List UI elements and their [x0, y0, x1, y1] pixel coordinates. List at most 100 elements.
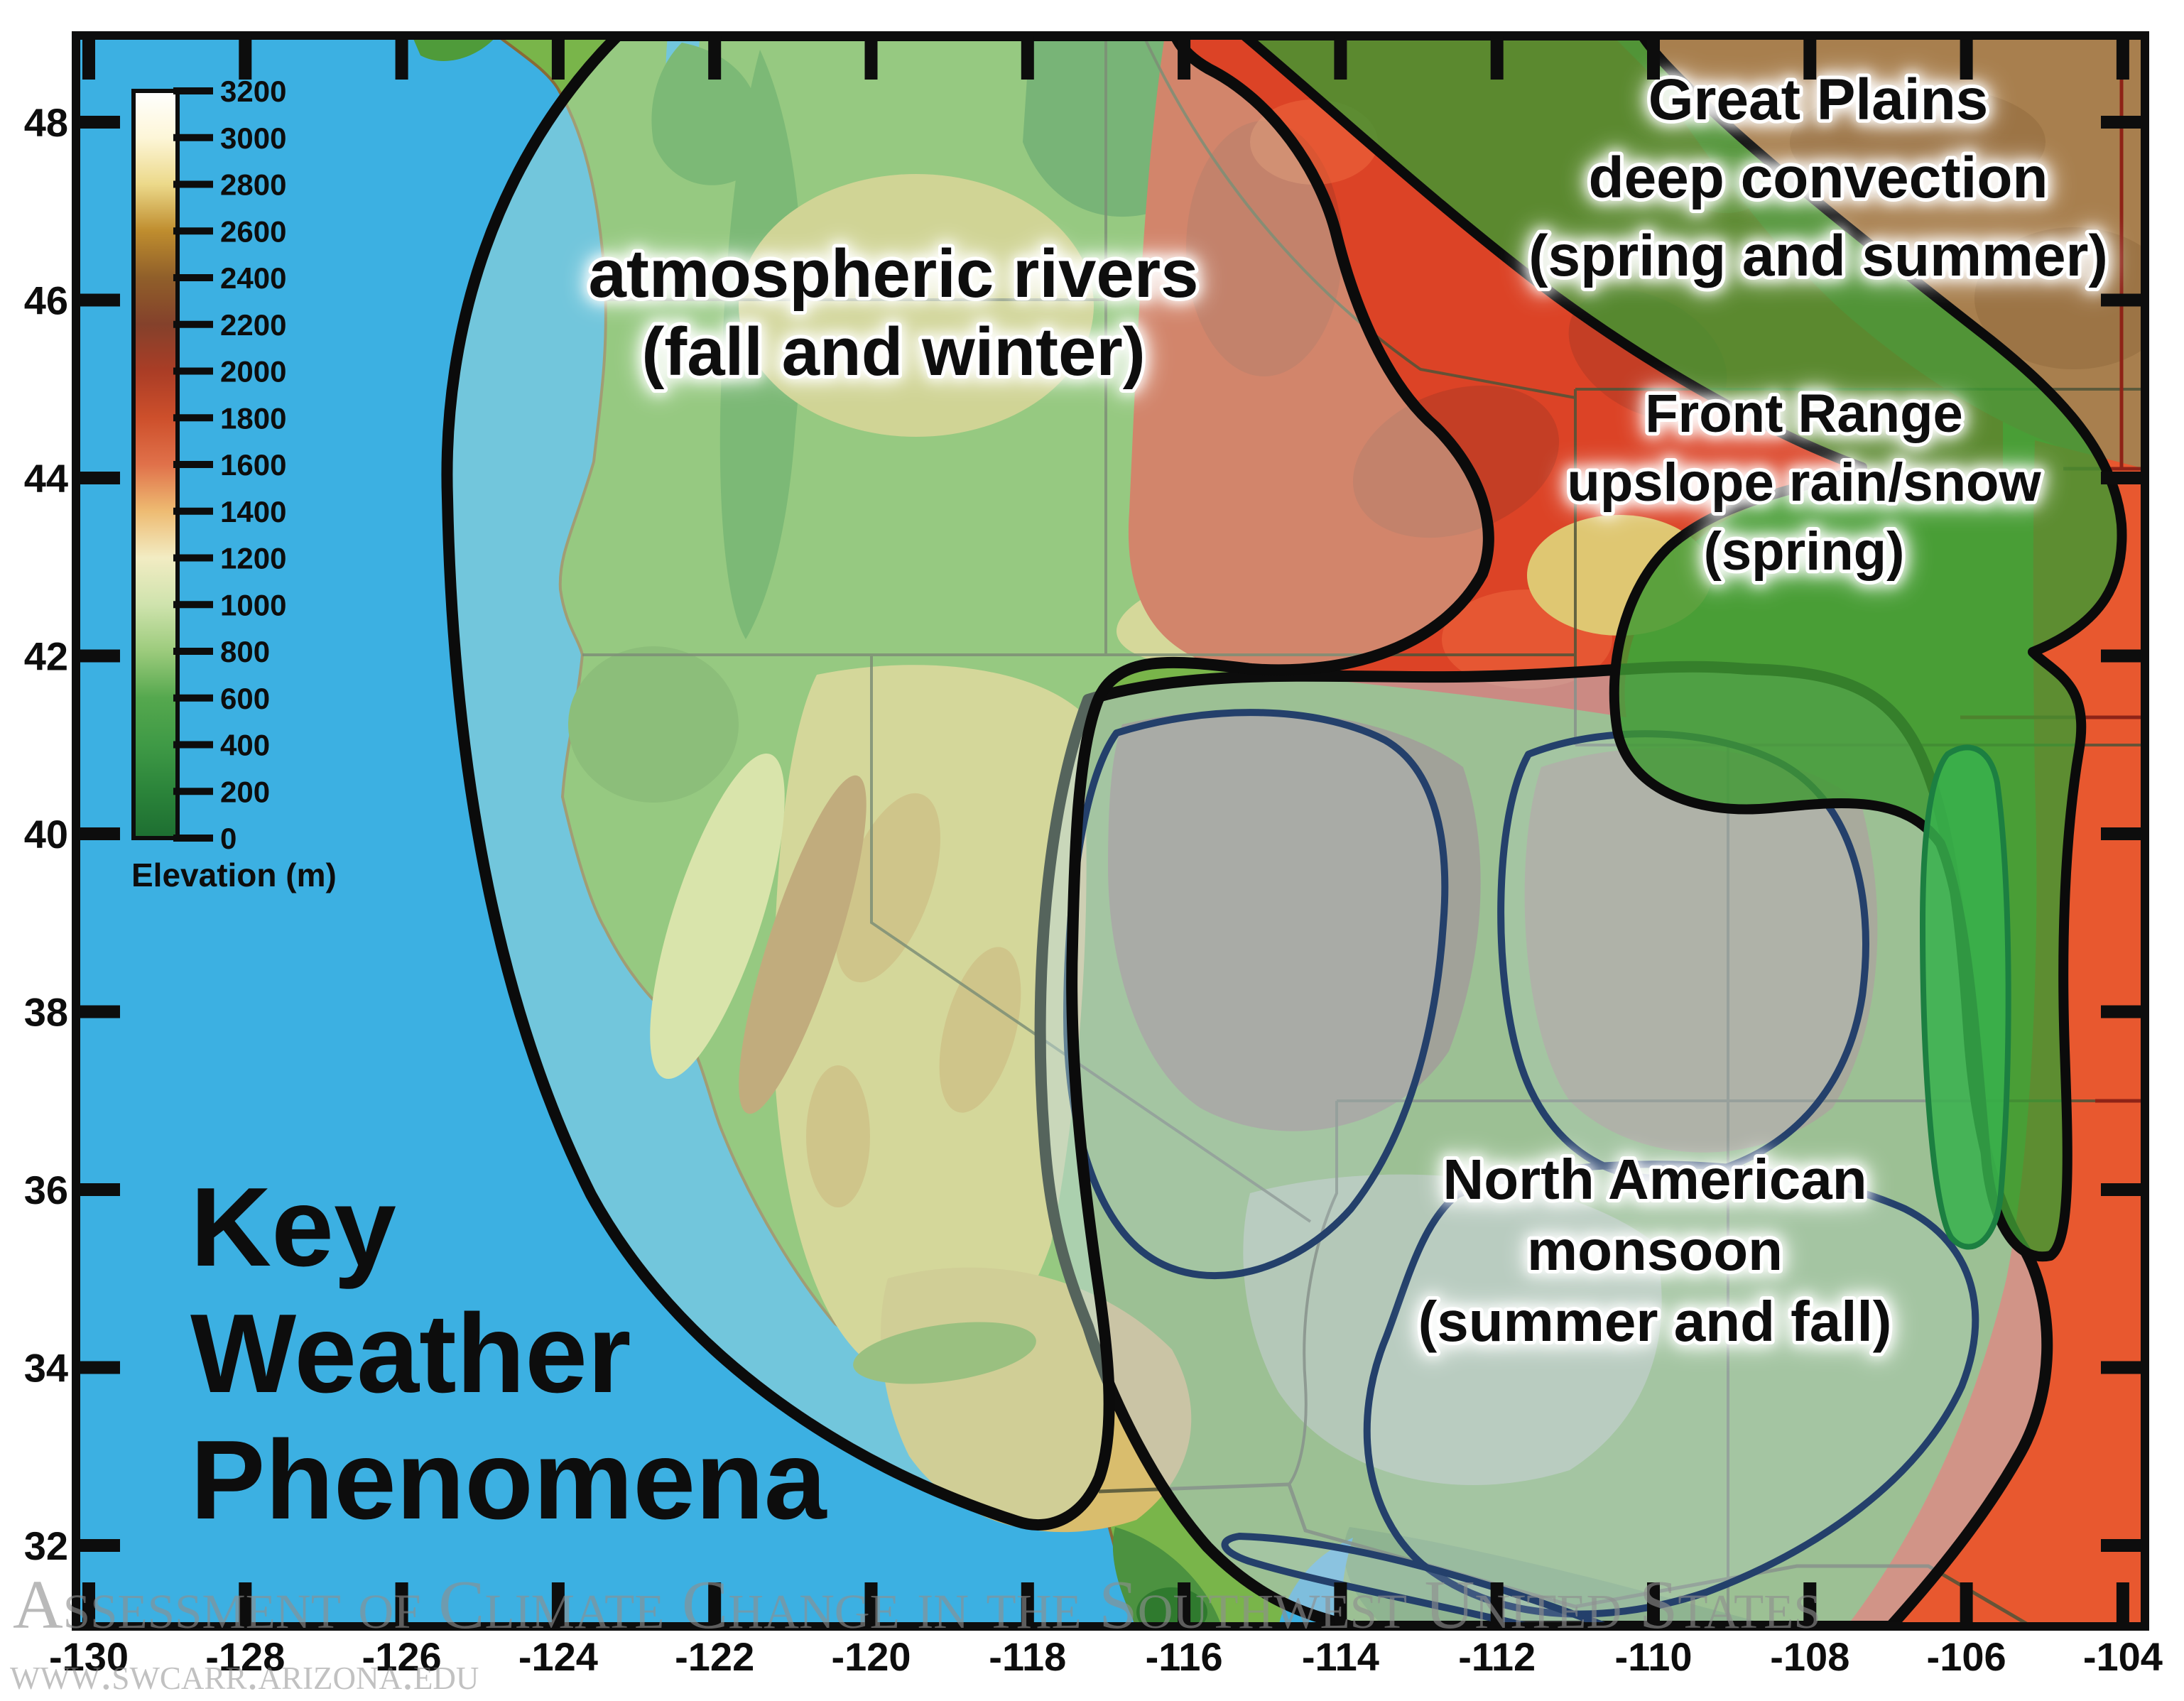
lat-label-46: 46	[24, 278, 68, 323]
colorbar-tick-800	[173, 648, 213, 655]
lat-label-42: 42	[24, 634, 68, 679]
bottom-tick--110	[1647, 1582, 1660, 1626]
title-line-3: Phenomena	[190, 1418, 827, 1543]
lon-label--112: -112	[1458, 1634, 1536, 1679]
terrain-columbia-basin	[739, 174, 1094, 437]
top-tick--120	[864, 36, 878, 80]
monsoon-subregion-core	[1363, 1161, 1979, 1618]
left-tick-36	[76, 1183, 120, 1196]
left-tick-44	[76, 472, 120, 484]
lon-label--108: -108	[1770, 1634, 1849, 1679]
colorbar-tick-1400	[173, 507, 213, 515]
bottom-tick--124	[551, 1582, 565, 1626]
label-great-plains-deep-convection-line-2: (spring and summer)	[1528, 224, 2108, 288]
axis-labels: -130 -128 -126 -124 -122 -120 -118 -116 -114 -112…	[24, 100, 2163, 1679]
lon-label--118: -118	[989, 1634, 1066, 1679]
right-tick-38	[2101, 1005, 2145, 1018]
colorbar-tick-label-600: 600	[220, 682, 270, 715]
right-tick-46	[2101, 293, 2145, 307]
terrain-basin-range-3	[806, 1065, 870, 1207]
colorbar-tick-label-2200: 2200	[220, 308, 286, 342]
colorbar-ticks: 3200300028002600240022002000180016001400…	[173, 75, 286, 855]
terrain-olympics	[651, 43, 761, 185]
top-tick--130	[82, 36, 95, 80]
terrain-plains-dark-2	[1974, 227, 2145, 369]
lon-label--124: -124	[518, 1634, 598, 1679]
left-tick-48	[76, 116, 120, 129]
title-line-2: Weather	[190, 1291, 631, 1416]
colorbar-tick-2000	[173, 367, 213, 375]
lon-label--104: -104	[2083, 1634, 2163, 1679]
bottom-tick--106	[1960, 1582, 1973, 1626]
top-tick--108	[1803, 36, 1817, 80]
elevation-colorbar: 3200300028002600240022002000180016001400…	[131, 75, 337, 893]
terrain-rockies-dark-1	[1186, 121, 1342, 376]
bottom-tick--112	[1490, 1582, 1504, 1626]
bottom-tick--126	[395, 1582, 408, 1626]
label-atmospheric-rivers-line-1: (fall and winter)	[641, 314, 1145, 390]
page-title: Key Weather Phenomena	[190, 1165, 827, 1543]
bottom-tick--120	[864, 1582, 878, 1626]
colorbar-tick-label-1800: 1800	[220, 401, 286, 435]
colorbar-title: Elevation (m)	[131, 857, 337, 893]
top-tick--110	[1647, 36, 1660, 80]
colorbar-tick-label-2800: 2800	[220, 168, 286, 202]
watermark-line-1: Assessment of Climate Change in the Sout…	[13, 1567, 1821, 1643]
terrain-rockies-dark-2	[1352, 385, 1560, 538]
top-tick--126	[395, 36, 408, 80]
left-tick-34	[76, 1361, 120, 1374]
terrain-central-valley	[650, 753, 785, 1080]
bottom-tick--130	[82, 1582, 95, 1626]
lat-label-38: 38	[24, 990, 68, 1035]
label-north-american-monsoon-line-0: North American	[1443, 1148, 1867, 1211]
lat-label-36: 36	[24, 1168, 68, 1212]
top-tick--112	[1490, 36, 1504, 80]
top-tick--106	[1960, 36, 1973, 80]
terrain-vancouver-island	[412, 36, 497, 61]
right-tick-34	[2101, 1361, 2145, 1374]
top-tick--104	[2116, 36, 2129, 80]
front-range-capsule	[1919, 744, 2011, 1250]
left-tick-46	[76, 293, 120, 307]
terrain-basin-range-2	[939, 947, 1021, 1113]
colorbar-tick-label-200: 200	[220, 775, 270, 808]
colorbar-tick-label-2400: 2400	[220, 261, 286, 295]
right-tick-36	[2101, 1183, 2145, 1196]
colorbar-tick-1800	[173, 414, 213, 422]
colorbar-tick-label-1200: 1200	[220, 542, 286, 575]
top-tick--122	[708, 36, 722, 80]
colorbar-tick-label-0: 0	[220, 822, 237, 855]
right-tick-44	[2101, 472, 2145, 484]
colorbar-tick-label-400: 400	[220, 729, 270, 762]
terrain-plains-dark-1	[1790, 85, 2046, 199]
map-content: atmospheric rivers(fall and winter) Great…	[76, 36, 2145, 1626]
terrain-transverse-ranges	[853, 1322, 1036, 1384]
label-front-range-upslope-line-2: (spring)	[1704, 521, 1905, 582]
colorbar-tick-600	[173, 694, 213, 702]
colorbar-tick-3000	[173, 134, 213, 141]
colorbar-tick-2600	[173, 227, 213, 235]
terrain-klamath	[568, 646, 739, 803]
lat-label-32: 32	[24, 1523, 68, 1568]
label-north-american-monsoon-line-2: (summer and fall)	[1418, 1290, 1892, 1353]
bottom-tick--114	[1334, 1582, 1347, 1626]
colorbar-tick-label-1400: 1400	[220, 495, 286, 528]
label-front-range-upslope-line-1: upslope rain/snow	[1567, 452, 2041, 513]
region-atmospheric-rivers	[441, 36, 1494, 1531]
lon-label--120: -120	[831, 1634, 911, 1679]
colorbar-tick-label-2000: 2000	[220, 355, 286, 388]
left-tick-38	[76, 1005, 120, 1018]
lon-label--122: -122	[675, 1634, 754, 1679]
bottom-tick--118	[1021, 1582, 1034, 1626]
lon-label--106: -106	[1927, 1634, 2006, 1679]
colorbar-tick-2200	[173, 320, 213, 328]
colorbar-tick-1000	[173, 601, 213, 609]
colorbar-tick-label-3200: 3200	[220, 75, 286, 108]
right-tick-32	[2101, 1539, 2145, 1552]
lat-label-44: 44	[24, 456, 68, 501]
colorbar-tick-2800	[173, 180, 213, 188]
top-tick--118	[1021, 36, 1034, 80]
colorbar-tick-label-2600: 2600	[220, 214, 286, 248]
